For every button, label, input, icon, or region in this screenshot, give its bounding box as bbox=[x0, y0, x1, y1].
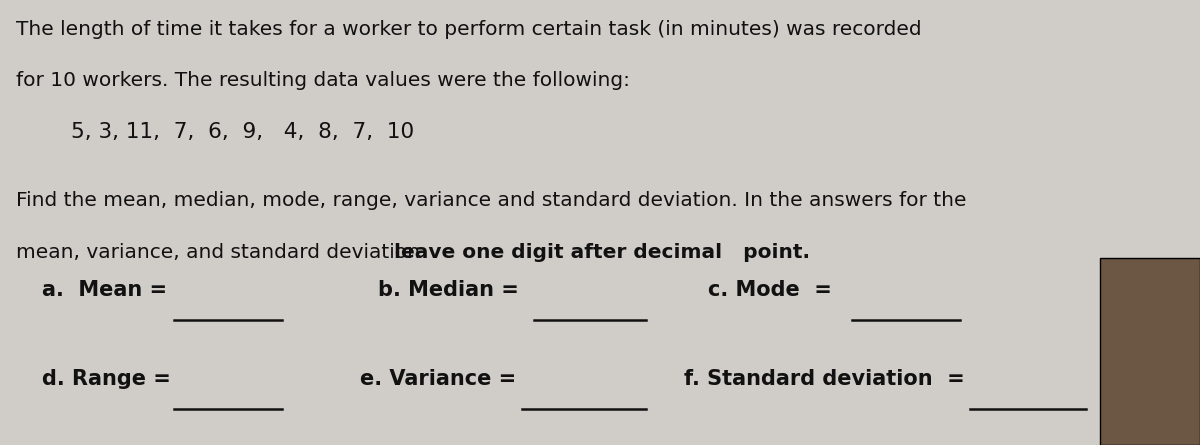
FancyBboxPatch shape bbox=[1100, 258, 1200, 445]
Text: d. Range =: d. Range = bbox=[42, 369, 170, 389]
Text: 5, 3, 11,  7,  6,  9,   4,  8,  7,  10: 5, 3, 11, 7, 6, 9, 4, 8, 7, 10 bbox=[16, 122, 414, 142]
Text: mean, variance, and standard deviation: mean, variance, and standard deviation bbox=[16, 243, 426, 262]
Text: f. Standard deviation  =: f. Standard deviation = bbox=[684, 369, 965, 389]
Text: Find the mean, median, mode, range, variance and standard deviation. In the answ: Find the mean, median, mode, range, vari… bbox=[16, 191, 966, 210]
Text: c. Mode  =: c. Mode = bbox=[708, 280, 832, 300]
Text: a.  Mean =: a. Mean = bbox=[42, 280, 167, 300]
Text: leave one digit after decimal   point.: leave one digit after decimal point. bbox=[394, 243, 810, 262]
Text: The length of time it takes for a worker to perform certain task (in minutes) wa: The length of time it takes for a worker… bbox=[16, 20, 922, 39]
Text: e. Variance =: e. Variance = bbox=[360, 369, 516, 389]
Text: b. Median =: b. Median = bbox=[378, 280, 518, 300]
Text: for 10 workers. The resulting data values were the following:: for 10 workers. The resulting data value… bbox=[16, 71, 630, 90]
